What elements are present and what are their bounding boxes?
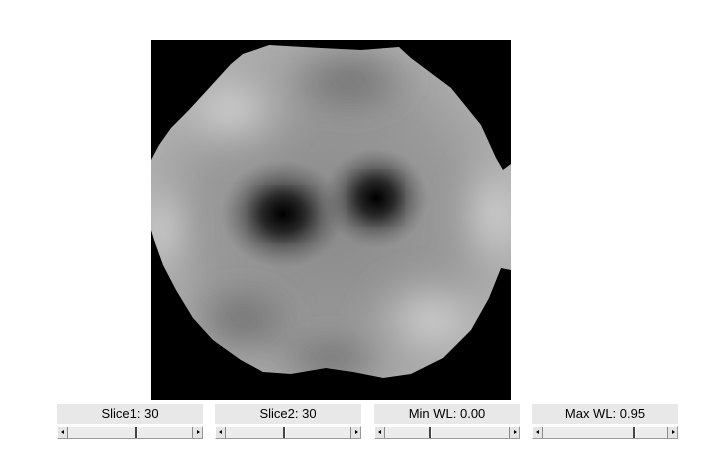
scroll-left-arrow-icon[interactable]: [216, 427, 226, 438]
slice-image-view[interactable]: [151, 40, 511, 400]
max-wl-scrollbar[interactable]: [532, 426, 678, 439]
scrollbar-thumb[interactable]: [632, 427, 635, 438]
slice2-control: Slice2: 30: [215, 404, 361, 439]
scroll-left-arrow-icon[interactable]: [375, 427, 385, 438]
min-wl-label: Min WL: 0.00: [374, 404, 520, 424]
scrollbar-track[interactable]: [543, 427, 667, 438]
slice1-label: Slice1: 30: [57, 404, 203, 424]
scrollbar-track[interactable]: [385, 427, 509, 438]
scroll-right-arrow-icon[interactable]: [350, 427, 360, 438]
scrollbar-thumb[interactable]: [428, 427, 431, 438]
scroll-right-arrow-icon[interactable]: [667, 427, 677, 438]
slice2-scrollbar[interactable]: [215, 426, 361, 439]
slice1-control: Slice1: 30: [57, 404, 203, 439]
max-wl-control: Max WL: 0.95: [532, 404, 678, 439]
scroll-left-arrow-icon[interactable]: [533, 427, 543, 438]
scroll-left-arrow-icon[interactable]: [58, 427, 68, 438]
scroll-right-arrow-icon[interactable]: [192, 427, 202, 438]
scrollbar-thumb[interactable]: [135, 427, 138, 438]
scroll-right-arrow-icon[interactable]: [509, 427, 519, 438]
max-wl-label: Max WL: 0.95: [532, 404, 678, 424]
scrollbar-thumb[interactable]: [283, 427, 286, 438]
slice-image: [151, 40, 511, 400]
scrollbar-track[interactable]: [68, 427, 192, 438]
scrollbar-track[interactable]: [226, 427, 350, 438]
slice1-scrollbar[interactable]: [57, 426, 203, 439]
slice2-label: Slice2: 30: [215, 404, 361, 424]
min-wl-scrollbar[interactable]: [374, 426, 520, 439]
min-wl-control: Min WL: 0.00: [374, 404, 520, 439]
